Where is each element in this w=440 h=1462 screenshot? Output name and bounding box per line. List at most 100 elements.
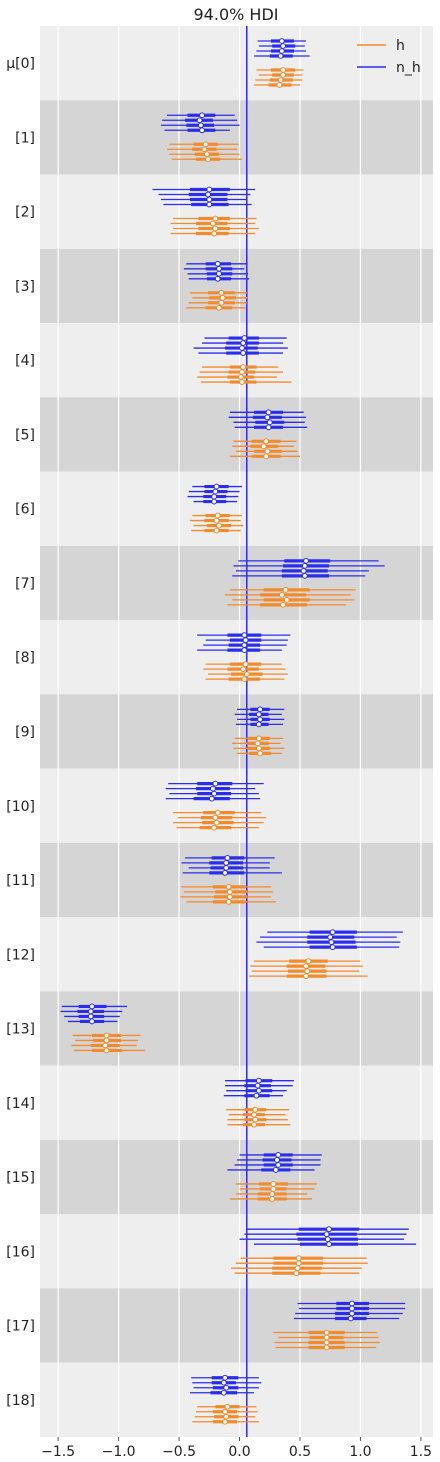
median-point: [270, 1192, 275, 1197]
median-point: [278, 54, 283, 59]
median-point: [244, 672, 249, 677]
median-point: [324, 1330, 329, 1335]
x-tick-label: −1.5: [41, 1444, 75, 1460]
median-point: [227, 889, 232, 894]
median-point: [200, 128, 205, 133]
row-band: [40, 1140, 433, 1214]
median-point: [304, 558, 309, 563]
median-point: [330, 945, 335, 950]
median-point: [252, 1122, 257, 1127]
median-point: [214, 820, 219, 825]
median-point: [276, 1163, 281, 1168]
y-tick-label: μ[0]: [6, 56, 35, 72]
median-point: [253, 1117, 258, 1122]
row-band: [40, 249, 433, 323]
median-point: [256, 712, 261, 717]
median-point: [279, 39, 284, 44]
median-point: [243, 638, 248, 643]
median-point: [283, 587, 288, 592]
median-point: [304, 974, 309, 979]
row-band: [40, 1066, 433, 1140]
median-point: [350, 1311, 355, 1316]
row-band: [40, 1288, 433, 1362]
median-point: [213, 781, 218, 786]
row-band: [40, 1214, 433, 1288]
median-point: [223, 1419, 228, 1424]
x-tick-label: 0.5: [289, 1444, 311, 1460]
median-point: [217, 271, 222, 276]
median-point: [266, 425, 271, 430]
median-point: [256, 746, 261, 751]
median-point: [217, 266, 222, 271]
median-point: [215, 513, 220, 518]
median-point: [253, 1107, 258, 1112]
median-point: [255, 1083, 260, 1088]
median-point: [223, 1375, 228, 1380]
median-point: [324, 1345, 329, 1350]
median-point: [213, 226, 218, 231]
median-point: [241, 351, 246, 356]
median-point: [240, 380, 245, 385]
median-point: [224, 1414, 229, 1419]
median-point: [198, 123, 203, 128]
median-point: [88, 1009, 93, 1014]
y-axis-labels: μ[0] [1] [2] [3] [4] [5] [6] [7] [8] [9] [10] [11] […: [6, 56, 35, 1409]
median-point: [242, 648, 247, 653]
row-band: [40, 472, 433, 546]
x-tick-label: 1.0: [349, 1444, 371, 1460]
row-band: [40, 323, 433, 397]
row-bands: [40, 26, 433, 1437]
median-point: [217, 305, 222, 310]
median-point: [197, 118, 202, 123]
median-point: [223, 870, 228, 875]
median-point: [215, 810, 220, 815]
median-point: [302, 573, 307, 578]
y-tick-label: [9]: [15, 725, 35, 741]
y-tick-label: [18]: [6, 1393, 35, 1409]
y-tick-label: [15]: [6, 1170, 35, 1186]
row-band: [40, 100, 433, 174]
median-point: [279, 49, 284, 54]
y-tick-label: [3]: [15, 279, 35, 295]
median-point: [214, 528, 219, 533]
median-point: [258, 717, 263, 722]
median-point: [328, 935, 333, 940]
median-point: [295, 1266, 300, 1271]
median-point: [243, 662, 248, 667]
y-tick-label: [5]: [15, 427, 35, 443]
median-point: [88, 1014, 93, 1019]
median-point: [296, 1261, 301, 1266]
median-point: [350, 1301, 355, 1306]
row-band: [40, 843, 433, 917]
y-tick-label: [10]: [6, 799, 35, 815]
median-point: [252, 1112, 257, 1117]
median-point: [207, 197, 212, 202]
median-point: [265, 415, 270, 420]
median-point: [200, 113, 205, 118]
x-tick-label: −1.0: [102, 1444, 136, 1460]
y-tick-label: [16]: [6, 1244, 35, 1260]
row-band: [40, 175, 433, 249]
median-point: [103, 1043, 108, 1048]
row-band: [40, 769, 433, 843]
median-point: [227, 894, 232, 899]
median-point: [212, 231, 217, 236]
median-point: [224, 860, 229, 865]
median-point: [304, 964, 309, 969]
legend-label: n_h: [396, 60, 421, 76]
y-tick-label: [12]: [6, 947, 35, 963]
median-point: [202, 147, 207, 152]
median-point: [90, 1019, 95, 1024]
median-point: [256, 736, 261, 741]
median-point: [241, 365, 246, 370]
median-point: [212, 825, 217, 830]
median-point: [305, 969, 310, 974]
median-point: [271, 1187, 276, 1192]
median-point: [271, 1182, 276, 1187]
y-tick-label: [4]: [15, 353, 35, 369]
median-point: [350, 1306, 355, 1311]
median-point: [256, 1078, 261, 1083]
median-point: [209, 796, 214, 801]
x-tick-label: −0.5: [162, 1444, 196, 1460]
